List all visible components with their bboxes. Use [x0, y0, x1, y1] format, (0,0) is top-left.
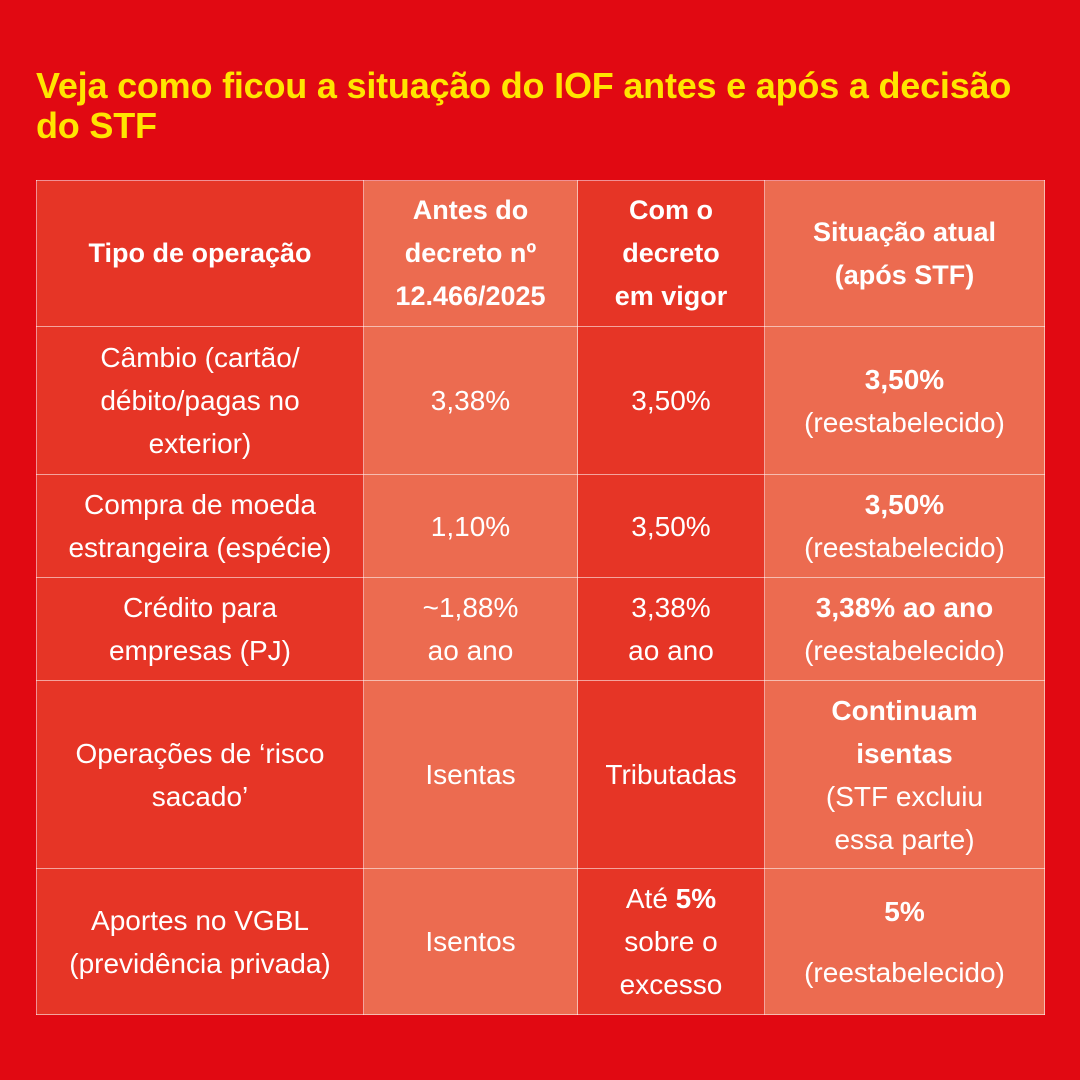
- cell-com: Até 5% sobre o excesso: [577, 868, 765, 1015]
- cell-atual-value: 3,50%: [864, 489, 945, 520]
- cell-com: 3,50%: [577, 326, 765, 475]
- cell-com: 3,50%: [577, 474, 765, 578]
- cell-tipo-line: débito/pagas no: [100, 385, 300, 416]
- cell-antes-value: Isentas: [425, 759, 516, 790]
- header-com-line-3: em vigor: [614, 281, 728, 311]
- cell-antes: 3,38%: [363, 326, 578, 475]
- cell-atual: 3,50% (reestabelecido): [764, 326, 1045, 475]
- header-com-line-1: Com o: [629, 195, 713, 225]
- header-com-line-2: decreto: [622, 238, 720, 268]
- cell-tipo: Aportes no VGBL (previdência privada): [36, 868, 364, 1015]
- cell-atual: Continuam isentas (STF excluiu essa part…: [764, 680, 1045, 869]
- cell-tipo-line: Compra de moeda: [84, 489, 316, 520]
- cell-antes: ~1,88% ao ano: [363, 577, 578, 681]
- cell-antes: 1,10%: [363, 474, 578, 578]
- cell-atual-note: (reestabelecido): [804, 635, 1005, 666]
- cell-com-value: 3,50%: [631, 510, 711, 542]
- table-row: Câmbio (cartão/ débito/pagas no exterior…: [36, 326, 1045, 475]
- cell-tipo-line: Crédito para: [122, 592, 278, 623]
- cell-tipo-line: exterior): [148, 428, 252, 459]
- cell-com-value: 3,50%: [631, 385, 711, 416]
- table-row: Operações de ‘risco sacado’ Isentas Trib…: [36, 680, 1045, 869]
- header-antes-do-decreto: Antes do decreto nº 12.466/2025: [363, 180, 578, 327]
- cell-com: 3,38% ao ano: [577, 577, 765, 681]
- cell-tipo-line: Câmbio (cartão/: [100, 342, 300, 373]
- cell-atual: 5% (reestabelecido): [764, 868, 1045, 1015]
- header-tipo-de-operacao: Tipo de operação: [36, 180, 364, 327]
- cell-tipo-line: sacado’: [151, 780, 249, 812]
- cell-tipo-line: Aportes no VGBL: [91, 904, 309, 936]
- cell-antes: Isentas: [363, 680, 578, 869]
- header-com-o-decreto: Com o decreto em vigor: [577, 180, 765, 327]
- iof-comparison-table: Tipo de operação Antes do decreto nº 12.…: [36, 180, 1045, 1015]
- cell-antes-line: ~1,88%: [422, 592, 519, 623]
- cell-antes-value: 3,38%: [430, 385, 511, 416]
- cell-antes-line: ao ano: [427, 635, 514, 666]
- cell-tipo-line: empresas (PJ): [108, 635, 292, 666]
- cell-atual-note: (reestabelecido): [804, 406, 1005, 438]
- cell-antes: Isentos: [363, 868, 578, 1015]
- header-antes-line-2: decreto nº: [404, 238, 537, 268]
- cell-atual-value: 5%: [884, 895, 925, 927]
- cell-atual-note: (STF excluiu: [825, 780, 984, 812]
- cell-atual-note: essa parte): [834, 823, 975, 855]
- cell-com: Tributadas: [577, 680, 765, 869]
- cell-tipo-line: (previdência privada): [69, 947, 331, 979]
- table-row: Aportes no VGBL (previdência privada) Is…: [36, 868, 1045, 1015]
- cell-com-line: ao ano: [628, 635, 714, 666]
- cell-com-value: Tributadas: [605, 759, 737, 790]
- cell-com-line: sobre o: [624, 926, 718, 957]
- cell-atual-line: Continuam: [831, 694, 978, 726]
- cell-atual-line: isentas: [856, 737, 953, 769]
- header-atual-line-2: (após STF): [834, 259, 975, 290]
- page-title: Veja como ficou a situação do IOF antes …: [36, 65, 1012, 146]
- cell-tipo-line: Operações de ‘risco: [75, 737, 325, 769]
- cell-tipo: Crédito para empresas (PJ): [36, 577, 364, 681]
- cell-atual-note: (reestabelecido): [804, 532, 1005, 563]
- cell-com-line: Até 5%: [586, 877, 756, 920]
- cell-tipo: Câmbio (cartão/ débito/pagas no exterior…: [36, 326, 364, 475]
- table-row: Crédito para empresas (PJ) ~1,88% ao ano…: [36, 577, 1045, 681]
- table-row: Compra de moeda estrangeira (espécie) 1,…: [36, 474, 1045, 578]
- cell-com-bold: 5%: [675, 883, 717, 914]
- cell-com-line: 3,38%: [631, 592, 711, 623]
- cell-antes-value: 1,10%: [430, 510, 511, 542]
- cell-antes-value: Isentos: [425, 926, 516, 957]
- cell-atual: 3,38% ao ano (reestabelecido): [764, 577, 1045, 681]
- table-header-row: Tipo de operação Antes do decreto nº 12.…: [36, 180, 1045, 327]
- cell-tipo: Operações de ‘risco sacado’: [36, 680, 364, 869]
- cell-atual-value: 3,50%: [864, 363, 945, 395]
- header-antes-line-3: 12.466/2025: [395, 281, 546, 311]
- header-situacao-atual: Situação atual (após STF): [764, 180, 1045, 327]
- cell-atual-note: (reestabelecido): [804, 956, 1005, 988]
- cell-com-prefix: Até: [625, 883, 668, 914]
- header-atual-line-1: Situação atual: [812, 216, 997, 247]
- cell-atual: 3,50% (reestabelecido): [764, 474, 1045, 578]
- cell-atual-value: 3,38% ao ano: [815, 592, 994, 623]
- header-tipo-label: Tipo de operação: [88, 238, 312, 268]
- header-antes-line-1: Antes do: [412, 195, 529, 225]
- cell-tipo: Compra de moeda estrangeira (espécie): [36, 474, 364, 578]
- cell-tipo-line: estrangeira (espécie): [68, 532, 332, 563]
- cell-com-line: excesso: [619, 969, 723, 1000]
